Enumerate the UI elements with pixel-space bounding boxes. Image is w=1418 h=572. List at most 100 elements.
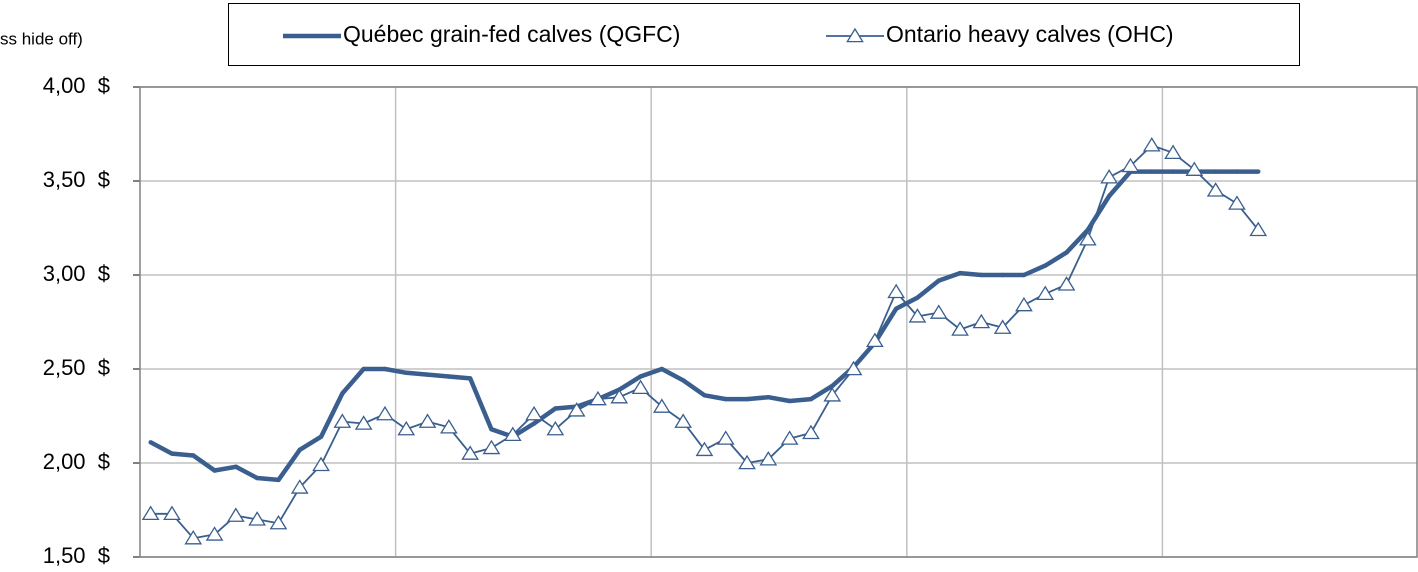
data-point [1057,276,1076,291]
data-point [141,505,160,521]
data-point [404,370,409,375]
data-point [290,479,309,494]
data-point [957,270,963,276]
data-point [674,413,693,428]
data-point [1043,263,1048,268]
data-point [446,374,452,379]
data-point [723,396,728,402]
data-point [1078,231,1097,246]
data-point [1021,272,1027,278]
data-point [340,391,345,396]
data-point [1121,157,1140,173]
data-point [482,439,501,455]
data-point [333,413,352,428]
data-point [382,366,388,372]
data-point [1015,296,1033,312]
data-point [1185,161,1204,176]
data-point [276,477,281,483]
legend-label: Québec grain-fed calves (QGFC) [343,21,680,47]
data-point [823,387,842,402]
data-point [979,272,984,278]
data-point [744,396,750,402]
data-point [844,360,863,376]
data-point [439,419,458,434]
data-point [993,319,1012,334]
data-point [631,379,650,395]
data-point [1142,137,1161,152]
data-point [531,421,537,426]
data-point [376,405,394,421]
data-point [1164,144,1182,160]
data-point [915,295,920,300]
data-point [787,398,792,404]
legend-marker [846,27,864,43]
data-point [489,426,494,432]
data-point [695,441,714,457]
data-point [425,372,430,377]
series-line [150,144,1259,540]
data-point [297,447,302,453]
data-point [1064,250,1069,255]
data-point [233,464,239,469]
data-point [1249,221,1268,237]
data-point [163,505,181,521]
data-point [659,366,665,372]
data-point [418,413,437,428]
y-axis-label: ss hide off) [0,29,83,48]
data-point [148,440,153,445]
data-point [716,430,735,445]
data-point [680,378,686,383]
data-point [929,304,948,319]
data-point [1170,169,1176,174]
data-point [1256,169,1261,174]
data-point [1234,169,1240,174]
data-point [972,313,991,329]
data-point [908,308,927,323]
data-point [1228,195,1246,210]
data-point [802,424,820,440]
data-point [467,376,473,381]
data-point [638,374,643,379]
y-tick-label: 1,50 $ [43,543,110,568]
data-point [759,450,778,466]
data-point [738,454,756,470]
data-point [397,420,416,436]
data-point [610,388,629,404]
data-point [1149,169,1154,174]
data-point [318,434,324,439]
data-point [1000,272,1005,278]
data-point [652,398,671,413]
y-tick-label: 3,50 $ [43,167,110,192]
series-line [149,169,1259,483]
data-point [503,426,522,442]
data-point [567,402,586,417]
legend-box [228,3,1300,66]
data-point [766,395,771,400]
y-tick-label: 2,50 $ [43,355,110,380]
data-point [546,420,565,436]
data-point [254,475,260,481]
data-point [1036,285,1055,301]
data-point [312,456,330,472]
data-point [354,415,373,430]
data-point [191,453,196,458]
y-tick-label: 2,00 $ [43,449,110,474]
legend-label: Ontario heavy calves (OHC) [886,21,1174,47]
data-point [269,514,288,530]
data-point [525,405,543,421]
data-point [1213,169,1218,174]
data-point [589,390,607,406]
data-point [212,468,217,473]
data-point [1206,182,1225,197]
data-point [951,321,969,336]
data-point [780,430,799,445]
data-point [830,383,835,389]
data-point [553,406,558,411]
data-point [1100,168,1119,184]
data-point [248,511,267,526]
plot-area [139,86,1418,558]
data-point [887,283,906,299]
data-point [184,529,203,545]
data-point [808,396,814,402]
data-point [936,278,941,283]
